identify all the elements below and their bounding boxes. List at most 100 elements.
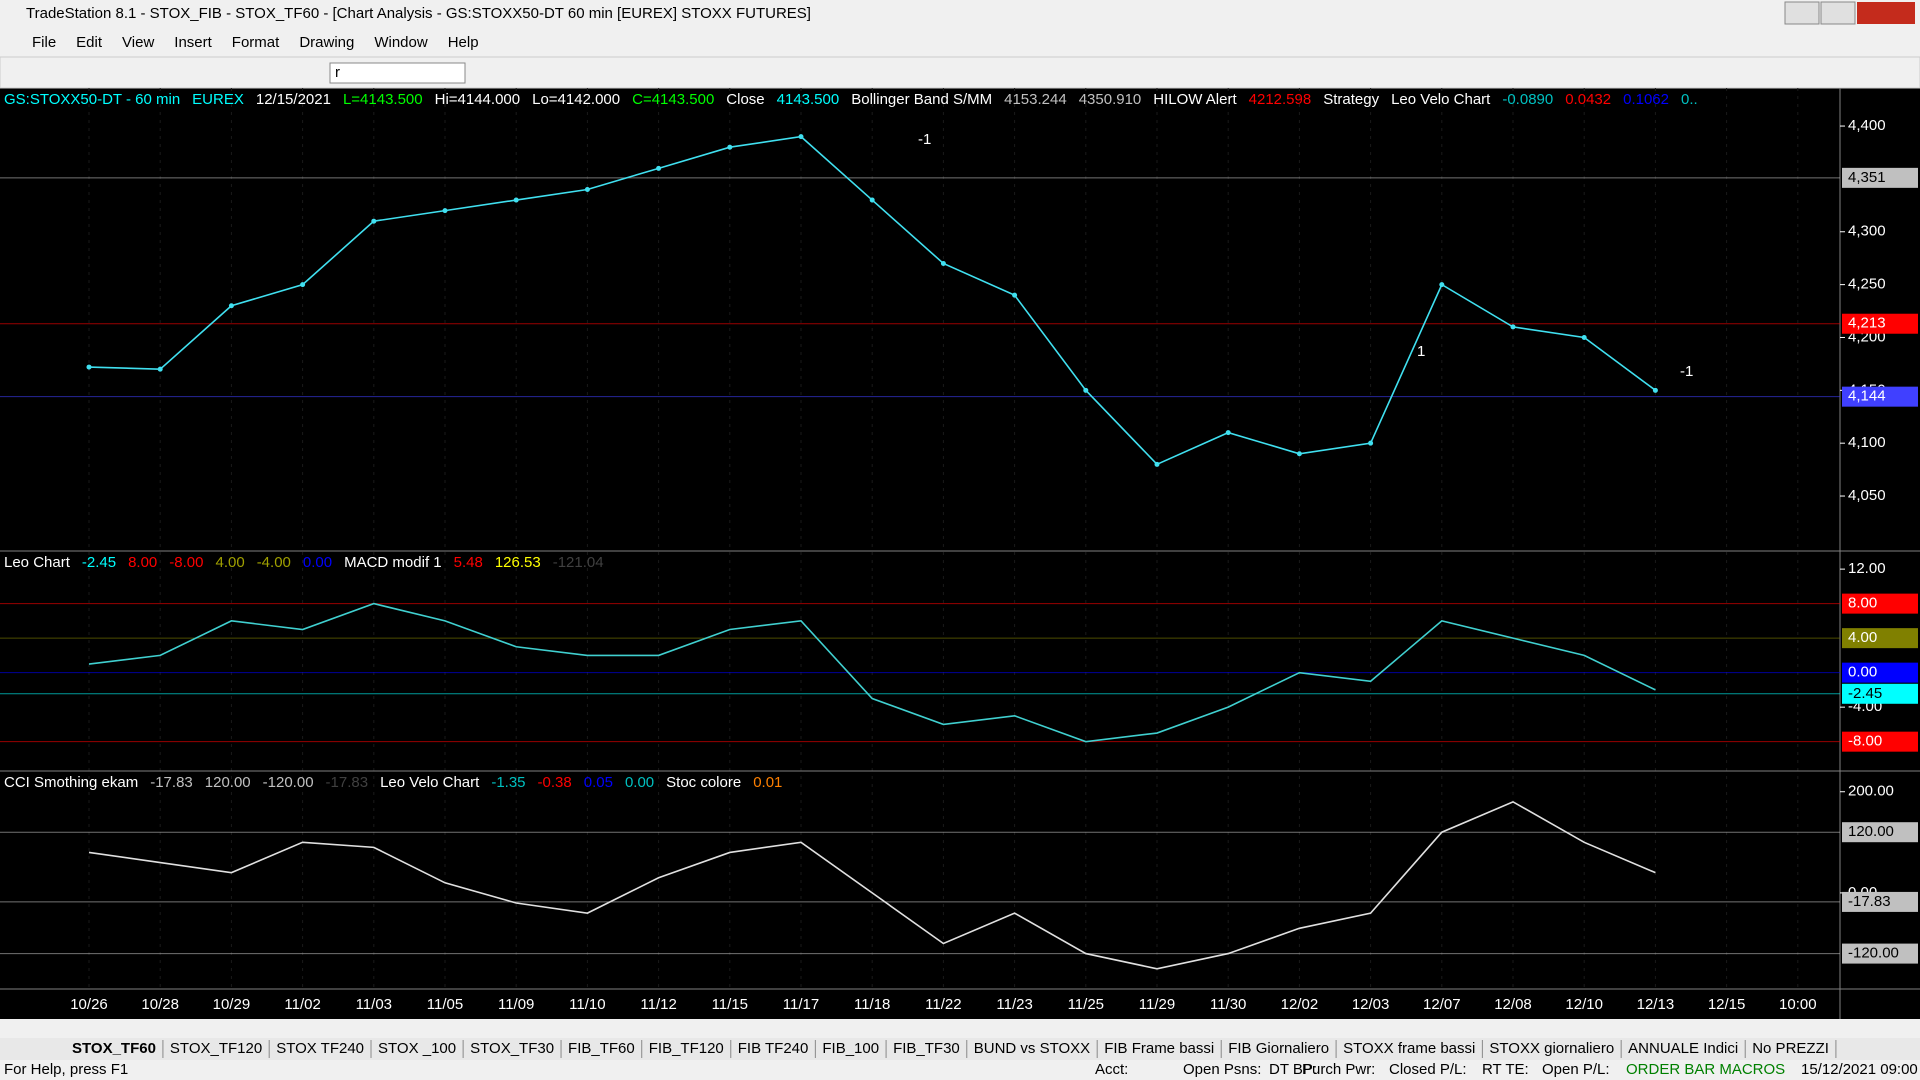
pane-header-item: 0.01 bbox=[753, 774, 782, 791]
data-line bbox=[88, 602, 1656, 743]
pane-header-item: 8.00 bbox=[128, 554, 157, 571]
x-tick-label: 11/29 bbox=[1139, 996, 1175, 1013]
x-tick-label: 11/23 bbox=[996, 996, 1032, 1013]
y-tick-label: 4,100 bbox=[1848, 434, 1886, 451]
x-tick-label: 11/17 bbox=[783, 996, 819, 1013]
pane-header-item: Lo=4142.000 bbox=[532, 91, 620, 108]
tab[interactable]: STOX_TF120 bbox=[170, 1040, 262, 1057]
menu-item[interactable]: Help bbox=[448, 34, 479, 51]
price-marker-label: 4,213 bbox=[1848, 315, 1886, 332]
tab[interactable]: FIB Frame bassi bbox=[1104, 1040, 1214, 1057]
menu-bar bbox=[0, 27, 1920, 57]
close-point bbox=[1439, 282, 1445, 288]
pane-header-item: -2.45 bbox=[82, 554, 116, 571]
tab[interactable]: STOX_TF30 bbox=[470, 1040, 554, 1057]
status-field: DT BP: bbox=[1269, 1061, 1317, 1078]
menu-item[interactable]: Format bbox=[232, 34, 280, 51]
pane-header-item: Leo Velo Chart bbox=[380, 774, 480, 791]
x-tick-label: 11/09 bbox=[498, 996, 534, 1013]
tab[interactable]: FIB_TF30 bbox=[893, 1040, 960, 1057]
minimize-button[interactable] bbox=[1784, 1, 1820, 25]
status-bar bbox=[0, 1060, 1920, 1080]
close-point bbox=[513, 197, 519, 203]
pane-header-item: 4212.598 bbox=[1249, 91, 1312, 108]
price-marker bbox=[1842, 593, 1918, 614]
tab[interactable]: FIB TF240 bbox=[738, 1040, 809, 1057]
pane-header-item: 126.53 bbox=[495, 554, 541, 571]
menu-item[interactable]: File bbox=[32, 34, 56, 51]
tab[interactable]: FIB_100 bbox=[822, 1040, 879, 1057]
close-point bbox=[442, 208, 448, 214]
price-marker bbox=[1842, 662, 1918, 683]
close-point bbox=[157, 366, 163, 372]
menu-item[interactable]: Window bbox=[374, 34, 428, 51]
tab[interactable]: STOXX frame bassi bbox=[1343, 1040, 1475, 1057]
pane-header-item: -4.00 bbox=[257, 554, 291, 571]
price-marker bbox=[1842, 891, 1918, 912]
x-tick-label: 10/29 bbox=[213, 996, 251, 1013]
price-marker bbox=[1842, 943, 1918, 964]
pane-header-item: -17.83 bbox=[150, 774, 193, 791]
pane-header-item: -8.00 bbox=[169, 554, 203, 571]
x-tick-label: 12/08 bbox=[1494, 996, 1532, 1013]
tab[interactable]: STOX TF240 bbox=[276, 1040, 364, 1057]
status-field: Acct: bbox=[1095, 1061, 1128, 1078]
pane-header-item: EUREX bbox=[192, 91, 244, 108]
tab[interactable]: No PREZZI bbox=[1752, 1040, 1829, 1057]
pane-header-item: 4350.910 bbox=[1079, 91, 1142, 108]
annotation: -1 bbox=[918, 131, 931, 148]
pane-header-item: 4153.244 bbox=[1004, 91, 1067, 108]
status-datetime: 15/12/2021 09:00 bbox=[1801, 1061, 1918, 1078]
tab[interactable]: FIB_TF60 bbox=[568, 1040, 635, 1057]
status-field: Purch Pwr: bbox=[1302, 1061, 1375, 1078]
pane-header-item: 0.00 bbox=[625, 774, 654, 791]
pane-header-item: -17.83 bbox=[326, 774, 369, 791]
pane-header-item: 120.00 bbox=[205, 774, 251, 791]
status-macros: ORDER BAR MACROS bbox=[1626, 1061, 1785, 1078]
annotation: 1 bbox=[1417, 343, 1425, 360]
pane-header-item: 12/15/2021 bbox=[256, 91, 331, 108]
y-tick-label: 12.00 bbox=[1848, 560, 1886, 577]
y-tick-label: 4,250 bbox=[1848, 276, 1886, 293]
tab[interactable]: STOX _100 bbox=[378, 1040, 456, 1057]
price-marker-label: -17.83 bbox=[1848, 893, 1891, 910]
menu-item[interactable]: View bbox=[122, 34, 154, 51]
pane-header-item: -120.00 bbox=[263, 774, 314, 791]
menu-item[interactable]: Insert bbox=[174, 34, 212, 51]
price-marker-label: 4.00 bbox=[1848, 629, 1877, 646]
price-marker-label: -2.45 bbox=[1848, 685, 1882, 702]
tab[interactable]: FIB_TF120 bbox=[649, 1040, 724, 1057]
tab[interactable]: FIB Giornaliero bbox=[1228, 1040, 1329, 1057]
scrollbar[interactable] bbox=[0, 1019, 1920, 1038]
pane-header-item: 4143.500 bbox=[777, 91, 840, 108]
tab[interactable]: BUND vs STOXX bbox=[974, 1040, 1090, 1057]
close-point bbox=[727, 144, 733, 150]
close-point bbox=[1510, 324, 1516, 330]
pane-header-item: 0.0432 bbox=[1565, 91, 1611, 108]
menu-item[interactable]: Edit bbox=[76, 34, 103, 51]
maximize-button[interactable] bbox=[1820, 1, 1856, 25]
close-button[interactable] bbox=[1857, 2, 1915, 24]
symbol-combo-text: r bbox=[335, 64, 340, 81]
close-point bbox=[798, 134, 804, 140]
close-point bbox=[1012, 292, 1018, 298]
pane-header-item: Strategy bbox=[1323, 91, 1379, 108]
price-marker-label: 4,351 bbox=[1848, 169, 1886, 186]
x-tick-label: 10:00 bbox=[1779, 996, 1817, 1013]
close-point bbox=[584, 186, 590, 192]
data-line bbox=[88, 800, 1656, 970]
menu-item[interactable]: Drawing bbox=[299, 34, 354, 51]
tab[interactable]: STOXX giornaliero bbox=[1489, 1040, 1614, 1057]
x-tick-label: 12/07 bbox=[1423, 996, 1461, 1013]
x-tick-label: 11/12 bbox=[640, 996, 676, 1013]
close-point bbox=[228, 303, 234, 309]
x-tick-label: 12/13 bbox=[1637, 996, 1675, 1013]
close-point bbox=[1296, 451, 1302, 457]
tab[interactable]: ANNUALE Indici bbox=[1628, 1040, 1738, 1057]
pane-header-item: -0.0890 bbox=[1502, 91, 1553, 108]
symbol-combo[interactable] bbox=[329, 62, 466, 84]
close-point bbox=[1652, 387, 1658, 393]
price-marker-label: -8.00 bbox=[1848, 733, 1882, 750]
tab[interactable]: STOX_TF60 bbox=[72, 1040, 156, 1057]
x-tick-label: 12/03 bbox=[1352, 996, 1390, 1013]
